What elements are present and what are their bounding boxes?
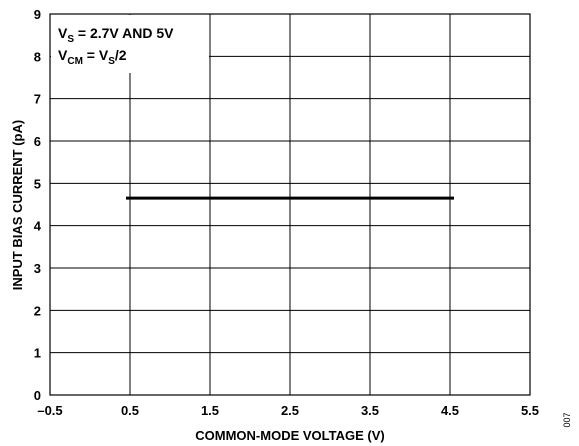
y-tick-label: 4 <box>34 219 42 234</box>
y-axis-label: INPUT BIAS CURRENT (pA) <box>10 120 25 290</box>
x-axis-label: COMMON-MODE VOLTAGE (V) <box>195 428 384 443</box>
y-tick-label: 8 <box>34 49 41 64</box>
y-tick-label: 2 <box>34 303 41 318</box>
annotation-box <box>51 15 209 73</box>
x-tick-label: 4.5 <box>441 403 459 418</box>
y-tick-labels: 0 1 2 3 4 5 6 7 8 9 <box>34 7 42 403</box>
x-tick-label: 0.5 <box>121 403 139 418</box>
annotation-supply-voltage: VS = 2.7V AND 5V <box>58 25 174 45</box>
plot-frame <box>49 13 531 396</box>
x-tick-labels: –0.5 0.5 1.5 2.5 3.5 4.5 5.5 <box>37 403 539 418</box>
y-tick-label: 1 <box>34 346 41 361</box>
x-tick-label: 5.5 <box>521 403 539 418</box>
y-tick-label: 7 <box>34 92 41 107</box>
x-tick-label: 1.5 <box>201 403 219 418</box>
y-tick-label: 6 <box>34 134 41 149</box>
annotation-common-mode: VCM = VS/2 <box>58 47 127 67</box>
y-tick-label: 0 <box>34 388 41 403</box>
x-tick-label: –0.5 <box>37 403 62 418</box>
y-tick-label: 3 <box>34 261 41 276</box>
y-tick-label: 5 <box>34 176 41 191</box>
figure-number: 007 <box>562 412 572 427</box>
y-tick-label: 9 <box>34 7 41 22</box>
x-tick-label: 2.5 <box>281 403 299 418</box>
x-tick-label: 3.5 <box>361 403 379 418</box>
